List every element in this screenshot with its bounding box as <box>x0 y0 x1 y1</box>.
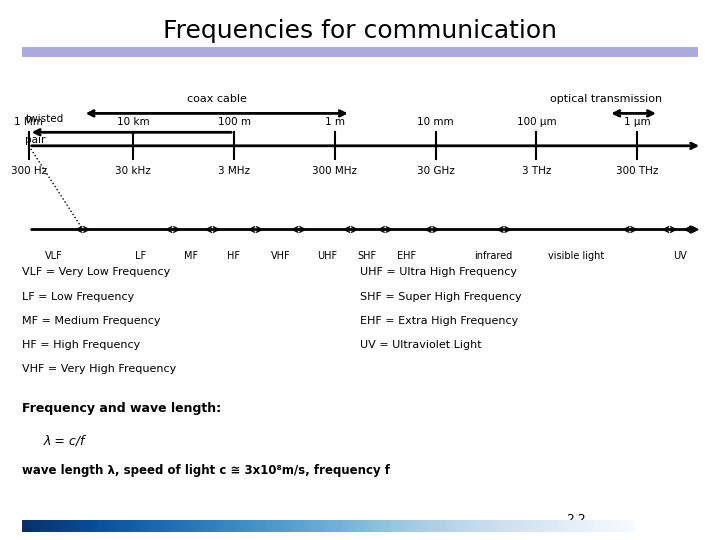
Text: EHF: EHF <box>397 251 416 261</box>
Text: 1 μm: 1 μm <box>624 117 650 127</box>
Text: 30 GHz: 30 GHz <box>417 166 454 177</box>
Text: 300 MHz: 300 MHz <box>312 166 357 177</box>
Text: Frequencies for communication: Frequencies for communication <box>163 19 557 43</box>
Bar <box>22 47 698 57</box>
Text: UV = Ultraviolet Light: UV = Ultraviolet Light <box>360 340 482 350</box>
Text: EHF = Extra High Frequency: EHF = Extra High Frequency <box>360 316 518 326</box>
Text: VHF = Very High Frequency: VHF = Very High Frequency <box>22 364 176 375</box>
Text: 10 km: 10 km <box>117 117 150 127</box>
Text: 100 m: 100 m <box>217 117 251 127</box>
Text: λ = c/f: λ = c/f <box>43 435 84 448</box>
Text: LF: LF <box>135 251 146 261</box>
Text: visible light: visible light <box>548 251 604 261</box>
Text: SHF: SHF <box>358 251 377 261</box>
Text: twisted: twisted <box>25 114 63 124</box>
Text: Frequency and wave length:: Frequency and wave length: <box>22 402 221 415</box>
Text: 2.2: 2.2 <box>566 513 586 526</box>
Text: 300 THz: 300 THz <box>616 166 658 177</box>
Text: UHF = Ultra High Frequency: UHF = Ultra High Frequency <box>360 267 517 278</box>
Text: 3 MHz: 3 MHz <box>218 166 250 177</box>
Text: 100 μm: 100 μm <box>516 117 557 127</box>
Text: HF: HF <box>228 251 240 261</box>
Text: coax cable: coax cable <box>186 93 247 104</box>
Text: HF = High Frequency: HF = High Frequency <box>22 340 140 350</box>
Text: pair: pair <box>25 135 45 145</box>
Text: SHF = Super High Frequency: SHF = Super High Frequency <box>360 292 521 302</box>
Text: 300 Hz: 300 Hz <box>11 166 47 177</box>
Text: MF = Medium Frequency: MF = Medium Frequency <box>22 316 160 326</box>
Text: LF = Low Frequency: LF = Low Frequency <box>22 292 134 302</box>
Text: VLF = Very Low Frequency: VLF = Very Low Frequency <box>22 267 170 278</box>
Text: wave length λ, speed of light c ≅ 3x10⁸m/s, frequency f: wave length λ, speed of light c ≅ 3x10⁸m… <box>22 464 390 477</box>
Text: UV: UV <box>673 251 688 261</box>
Text: 10 mm: 10 mm <box>418 117 454 127</box>
Text: 3 THz: 3 THz <box>522 166 551 177</box>
Text: VHF: VHF <box>271 251 291 261</box>
Text: infrared: infrared <box>474 251 513 261</box>
Text: 1 Mm: 1 Mm <box>14 117 43 127</box>
Text: VLF: VLF <box>45 251 63 261</box>
Text: MF: MF <box>184 251 198 261</box>
Text: 1 m: 1 m <box>325 117 345 127</box>
Text: UHF: UHF <box>318 251 338 261</box>
Text: optical transmission: optical transmission <box>550 93 662 104</box>
Text: 30 kHz: 30 kHz <box>115 166 151 177</box>
